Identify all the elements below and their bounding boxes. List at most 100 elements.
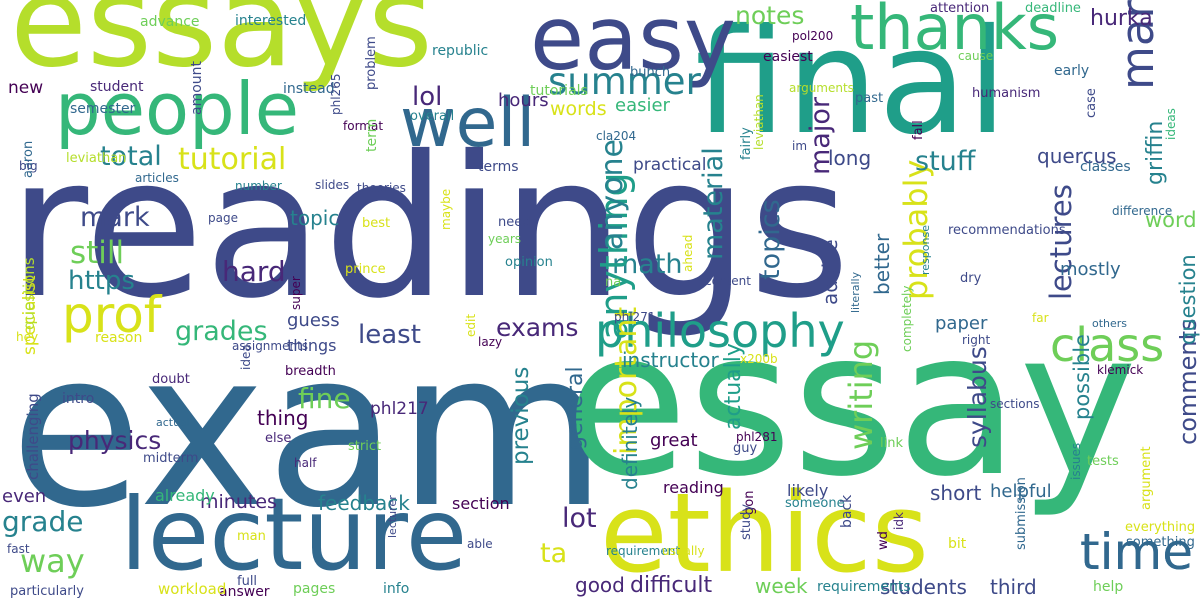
cloud-word-tutorial: tutorial xyxy=(178,142,287,177)
cloud-word-best: best xyxy=(362,216,391,231)
cloud-word-great: great xyxy=(650,430,698,451)
cloud-word-feedback: feedback xyxy=(318,491,410,515)
cloud-word-topic: topic xyxy=(290,206,340,230)
cloud-word-midterm: midterm xyxy=(143,451,199,466)
cloud-word-actual: actual xyxy=(156,416,190,429)
cloud-word-long: long xyxy=(828,146,872,170)
cloud-word-stuff: stuff xyxy=(915,146,976,177)
cloud-word-idea: idea xyxy=(239,344,253,370)
cloud-word-section: section xyxy=(452,494,510,513)
cloud-word-doubt: doubt xyxy=(152,372,190,387)
cloud-word-challenging: challenging xyxy=(24,393,42,480)
cloud-word-classes: classes xyxy=(1080,159,1131,175)
cloud-word-possible: possible xyxy=(1070,334,1094,420)
cloud-word-time: time xyxy=(1080,523,1193,581)
cloud-word-short: short xyxy=(930,481,982,505)
cloud-word-number: number xyxy=(235,179,282,193)
cloud-word-bunch: bunch xyxy=(630,65,671,80)
cloud-word-far: far xyxy=(1032,311,1049,325)
cloud-word-advance: advance xyxy=(140,14,200,30)
cloud-word-readings: readings xyxy=(8,114,851,341)
cloud-word-advice: advice xyxy=(818,239,842,305)
cloud-word-instead: instead xyxy=(283,81,335,97)
cloud-word-workload: workload xyxy=(158,580,227,598)
cloud-word-hey: hey xyxy=(16,330,39,344)
cloud-word-mark: mark xyxy=(80,202,150,233)
cloud-word-strict: strict xyxy=(348,439,382,454)
cloud-word-full: full xyxy=(237,574,258,589)
cloud-word-lol: lol xyxy=(412,82,443,112)
cloud-word-lazy: lazy xyxy=(478,335,503,349)
cloud-word-guy: guy xyxy=(733,441,758,456)
cloud-word-new: new xyxy=(8,78,44,98)
cloud-word-phl217: phl217 xyxy=(370,399,429,419)
cloud-word-well: well xyxy=(400,84,536,163)
cloud-word-attention: attention xyxy=(930,1,990,16)
cloud-word-paper: paper xyxy=(935,313,988,334)
cloud-word-semester: semester xyxy=(70,101,136,117)
cloud-word-need: need xyxy=(498,215,531,230)
cloud-word-lecturer: lecturer xyxy=(386,495,399,538)
cloud-word-thing: thing xyxy=(257,406,309,430)
cloud-word-notes: notes xyxy=(735,1,805,30)
cloud-word-articles: articles xyxy=(135,171,179,185)
cloud-word-others: others xyxy=(1092,317,1128,330)
cloud-word-fine: fine xyxy=(298,382,351,415)
cloud-word-dry: dry xyxy=(960,271,982,286)
cloud-word-syllabus: syllabus xyxy=(963,346,992,448)
cloud-word-im: im xyxy=(792,139,808,153)
cloud-word-already: already xyxy=(155,486,215,505)
cloud-word-exams: exams xyxy=(496,313,579,342)
cloud-word-practical: practical xyxy=(633,155,707,175)
cloud-word-people: people xyxy=(55,67,300,151)
cloud-word-bit: bit xyxy=(948,536,967,552)
cloud-word-instructor: instructor xyxy=(622,348,719,372)
cloud-word-response: response xyxy=(919,225,932,275)
cloud-word-assignments: assignments xyxy=(232,339,309,353)
cloud-word-things: things xyxy=(287,336,337,355)
cloud-word-slides: slides xyxy=(315,178,350,192)
cloud-word-particularly: particularly xyxy=(10,584,84,599)
cloud-word-intro: intro xyxy=(62,391,95,407)
cloud-word-grades: grades xyxy=(175,316,268,347)
cloud-word-requirements: requirements xyxy=(817,579,911,595)
cloud-word-submission: submission xyxy=(1014,477,1029,550)
cloud-word-answer: answer xyxy=(219,584,270,600)
cloud-word-difference: difference xyxy=(1112,204,1173,218)
cloud-word-wd: wd xyxy=(876,531,891,550)
cloud-word-opinion: opinion xyxy=(505,255,553,270)
cloud-word-final: final xyxy=(695,0,1008,167)
cloud-word-years: years xyxy=(488,232,522,246)
cloud-word-summer: summer xyxy=(548,60,701,103)
cloud-word-math: math xyxy=(612,249,683,280)
cloud-word-word: word xyxy=(1145,208,1197,232)
cloud-word-easier: easier xyxy=(615,95,670,116)
cloud-word-third: third xyxy=(990,575,1037,599)
cloud-word-essays: essays xyxy=(10,0,433,95)
cloud-word-anyone: anyone xyxy=(595,139,630,250)
cloud-word-page: page xyxy=(208,211,238,225)
cloud-word-fast: fast xyxy=(7,542,30,556)
cloud-word-klemick: klemick xyxy=(1097,363,1144,377)
cloud-word-good: good xyxy=(575,573,625,597)
cloud-word-leviathan: leviathan xyxy=(66,151,127,166)
cloud-word-better: better xyxy=(870,233,894,295)
cloud-word-guess: guess xyxy=(287,310,340,331)
cloud-word-content: content xyxy=(705,274,751,288)
cloud-word-past: past xyxy=(855,91,884,106)
cloud-word-usually: usually xyxy=(662,544,705,558)
cloud-word-everything: everything xyxy=(1125,520,1196,535)
cloud-word-question: question xyxy=(1176,254,1200,345)
cloud-word-half: half xyxy=(294,456,317,470)
cloud-word-cause: cause xyxy=(958,49,994,63)
cloud-word-words: words xyxy=(550,98,607,120)
cloud-word-reason: reason xyxy=(95,330,143,346)
cloud-word-likely: likely xyxy=(787,481,829,500)
cloud-word-maybe: maybe xyxy=(439,188,453,230)
cloud-word-reading: reading xyxy=(663,478,724,497)
cloud-word-least: least xyxy=(358,320,421,350)
cloud-word-man: man xyxy=(237,529,266,544)
cloud-word-help: help xyxy=(1093,579,1124,595)
cloud-word-prince: prince xyxy=(345,262,386,277)
cloud-word-prof: prof xyxy=(62,286,162,344)
